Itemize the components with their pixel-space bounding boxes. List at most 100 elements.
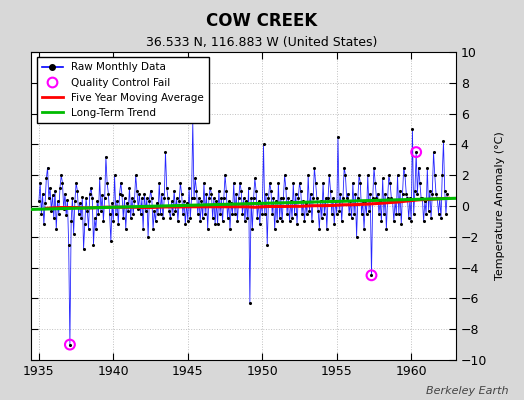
Text: Berkeley Earth: Berkeley Earth: [426, 386, 508, 396]
Point: [226, 226, 234, 232]
Point: [221, 172, 229, 178]
Point: [209, 215, 217, 222]
Point: [334, 134, 342, 140]
Point: [422, 210, 430, 217]
Point: [203, 226, 212, 232]
Point: [62, 212, 70, 218]
Point: [129, 210, 137, 217]
Point: [210, 195, 218, 202]
Point: [303, 210, 311, 217]
Point: [260, 210, 269, 217]
Point: [206, 184, 214, 191]
Point: [417, 195, 425, 202]
Point: [375, 210, 383, 217]
Point: [428, 190, 436, 197]
Point: [107, 238, 115, 245]
Point: [121, 195, 129, 202]
Point: [266, 180, 274, 186]
Point: [429, 149, 438, 155]
Point: [180, 198, 188, 204]
Point: [91, 215, 99, 222]
Point: [73, 187, 82, 194]
Point: [238, 210, 247, 217]
Point: [324, 195, 332, 202]
Point: [43, 164, 52, 171]
Point: [81, 221, 89, 228]
Point: [151, 218, 160, 225]
Point: [250, 175, 259, 182]
Point: [348, 180, 357, 186]
Point: [143, 195, 151, 202]
Point: [438, 172, 446, 178]
Point: [111, 172, 119, 178]
Point: [395, 210, 403, 217]
Point: [407, 218, 416, 225]
Point: [118, 192, 126, 198]
Point: [288, 215, 296, 222]
Y-axis label: Temperature Anomaly (°C): Temperature Anomaly (°C): [496, 132, 506, 280]
Point: [402, 190, 410, 197]
Point: [412, 149, 420, 155]
Point: [269, 195, 278, 202]
Point: [413, 190, 422, 197]
Point: [136, 210, 145, 217]
Point: [366, 190, 375, 197]
Point: [385, 172, 393, 178]
Point: [247, 195, 255, 202]
Text: COW CREEK: COW CREEK: [206, 12, 318, 30]
Point: [139, 226, 147, 232]
Point: [197, 198, 205, 204]
Point: [60, 206, 68, 212]
Point: [412, 149, 420, 155]
Point: [192, 187, 201, 194]
Point: [145, 198, 154, 204]
Point: [133, 187, 141, 194]
Legend: Raw Monthly Data, Quality Control Fail, Five Year Moving Average, Long-Term Tren: Raw Monthly Data, Quality Control Fail, …: [37, 57, 209, 123]
Point: [94, 210, 103, 217]
Point: [307, 190, 315, 197]
Point: [47, 208, 56, 214]
Point: [140, 190, 149, 197]
Point: [392, 210, 400, 217]
Point: [188, 195, 196, 202]
Point: [289, 180, 298, 186]
Point: [61, 190, 69, 197]
Point: [38, 190, 47, 197]
Point: [230, 180, 238, 186]
Point: [278, 218, 286, 225]
Point: [437, 215, 445, 222]
Point: [433, 195, 441, 202]
Point: [310, 164, 319, 171]
Point: [78, 194, 86, 200]
Point: [160, 195, 168, 202]
Point: [148, 195, 156, 202]
Point: [368, 195, 377, 202]
Point: [211, 221, 220, 228]
Point: [424, 208, 433, 214]
Point: [340, 164, 348, 171]
Point: [162, 184, 171, 191]
Point: [186, 215, 194, 222]
Point: [300, 218, 309, 225]
Point: [102, 154, 110, 160]
Point: [99, 218, 107, 225]
Point: [199, 215, 207, 222]
Point: [337, 218, 346, 225]
Point: [66, 341, 74, 348]
Point: [74, 210, 83, 217]
Point: [365, 208, 373, 214]
Point: [335, 208, 343, 214]
Point: [52, 226, 60, 232]
Point: [268, 210, 276, 217]
Point: [92, 226, 100, 232]
Point: [377, 218, 386, 225]
Point: [173, 218, 182, 225]
Point: [296, 180, 304, 186]
Point: [336, 190, 345, 197]
Point: [408, 126, 417, 132]
Point: [58, 180, 67, 186]
Point: [150, 208, 158, 214]
Point: [154, 210, 162, 217]
Point: [130, 198, 139, 204]
Point: [123, 200, 131, 206]
